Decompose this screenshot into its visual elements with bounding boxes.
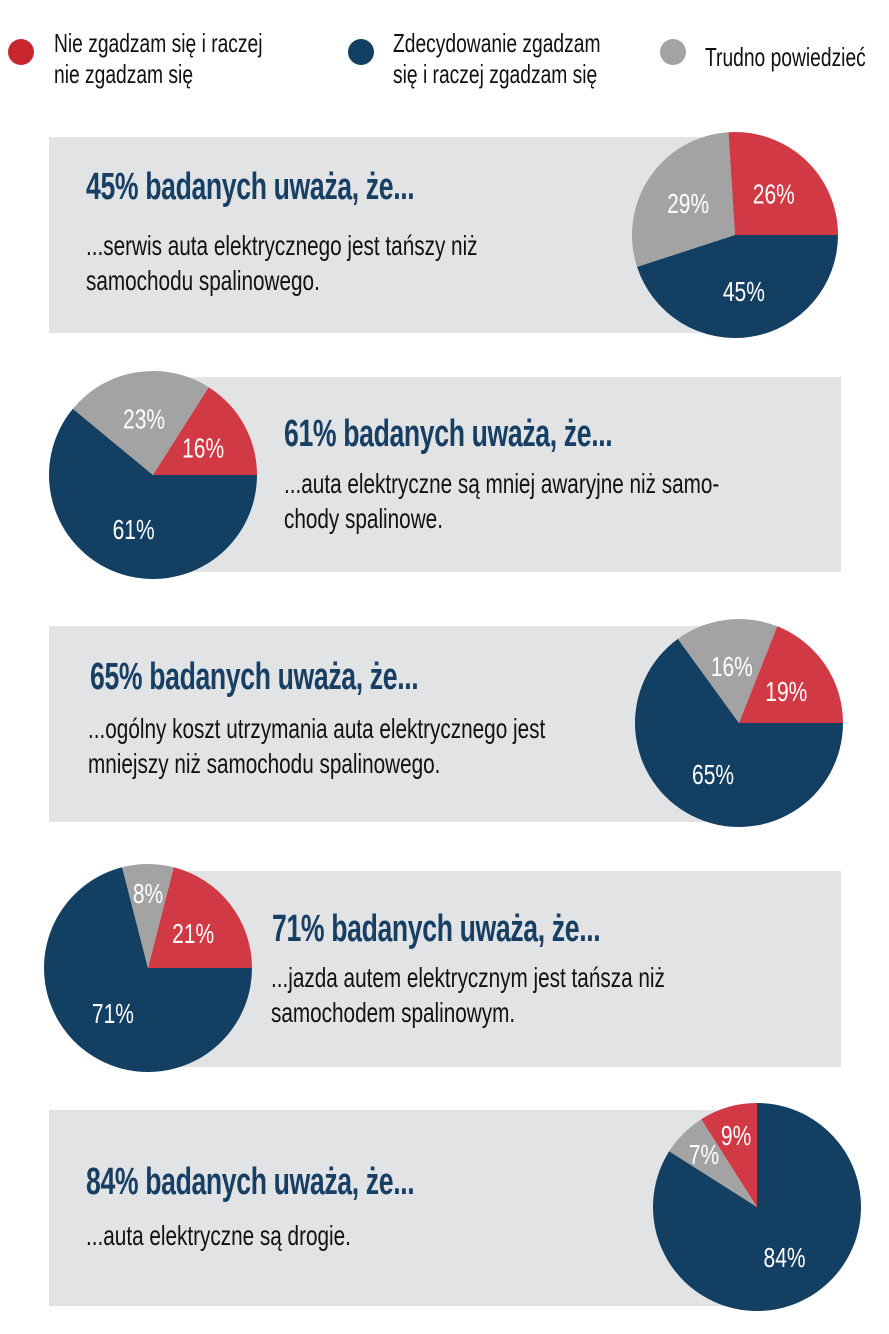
pie-4-label-disagree: 21% xyxy=(172,919,214,950)
panel-text-2: ...auta elektryczne są mniej awaryjne ni… xyxy=(284,466,719,536)
pie-4-label-agree: 71% xyxy=(92,999,134,1030)
pie-3-label-disagree: 19% xyxy=(765,677,807,708)
legend-label-unsure: Trudno powiedzieć xyxy=(705,42,866,73)
pie-1-slice-unsure xyxy=(631,132,735,267)
legend-dot-disagree xyxy=(8,39,34,65)
panel-text-3: ...ogólny koszt utrzymania auta elektryc… xyxy=(88,711,545,781)
legend-line: Nie zgadzam się i raczej xyxy=(54,28,263,58)
pie-3-slice-unsure xyxy=(677,619,778,723)
panel-text-1: ...serwis auta elektrycznego jest tańszy… xyxy=(86,228,478,298)
legend-line: się i raczej zgadzam się xyxy=(393,59,598,89)
pie-3-label-unsure: 16% xyxy=(711,652,753,683)
panel-box-3 xyxy=(49,626,749,822)
panel-line: ...auta elektryczne są mniej awaryjne ni… xyxy=(284,468,720,499)
panel-heading-3: 65% badanych uważa, że... xyxy=(90,656,419,698)
pie-3-label-agree: 65% xyxy=(692,760,734,791)
panel-line: chody spalinowe. xyxy=(284,503,443,534)
pie-1-slice-agree xyxy=(637,235,838,338)
legend-dot-unsure xyxy=(660,39,686,65)
pie-1-label-disagree: 26% xyxy=(753,180,795,211)
pie-1-label-agree: 45% xyxy=(723,277,765,308)
panel-line: samochodem spalinowym. xyxy=(271,997,516,1028)
panel-box-2 xyxy=(150,377,841,572)
legend-label-agree: Zdecydowanie zgadzam się i raczej zgadza… xyxy=(393,28,600,90)
legend-line: nie zgadzam się xyxy=(54,59,194,89)
pie-5-slice-disagree xyxy=(701,1103,757,1207)
pie-4-slice-agree xyxy=(44,867,252,1072)
panel-heading-1: 45% badanych uważa, że... xyxy=(86,166,415,208)
pie-1-slice-disagree xyxy=(728,132,838,235)
panel-line: ...ogólny koszt utrzymania auta elektryc… xyxy=(88,713,546,744)
pie-2-slice-unsure xyxy=(72,371,209,475)
pie-2-slice-disagree xyxy=(153,387,257,475)
legend-line: Trudno powiedzieć xyxy=(705,42,866,72)
legend-dot-agree xyxy=(348,39,374,65)
pie-4-slice-unsure xyxy=(122,864,174,968)
pie-5-label-agree: 84% xyxy=(764,1243,806,1274)
panel-line: mniejszy niż samochodu spalinowego. xyxy=(88,748,441,779)
pie-5-slice-unsure xyxy=(669,1119,757,1207)
pie-5-label-disagree: 9% xyxy=(721,1121,751,1152)
panel-line: ...serwis auta elektrycznego jest tańszy… xyxy=(86,230,478,261)
pie-2-label-unsure: 23% xyxy=(123,405,165,436)
pie-2-label-agree: 61% xyxy=(113,515,155,546)
panel-box-5 xyxy=(49,1110,769,1306)
panel-heading-4: 71% badanych uważa, że... xyxy=(272,908,601,950)
panel-text-5: ...auta elektryczne są drogie. xyxy=(86,1218,351,1253)
pie-1-label-unsure: 29% xyxy=(667,189,709,220)
panel-text-4: ...jazda autem elektrycznym jest tańsza … xyxy=(271,960,665,1030)
pie-3-slice-disagree xyxy=(739,626,843,723)
pie-5-label-unsure: 7% xyxy=(689,1140,719,1171)
pie-4-label-unsure: 8% xyxy=(133,879,163,910)
panel-heading-5: 84% badanych uważa, że... xyxy=(86,1161,415,1203)
panel-line: ...jazda autem elektrycznym jest tańsza … xyxy=(271,962,665,993)
legend-label-disagree: Nie zgadzam się i raczej nie zgadzam się xyxy=(54,28,263,90)
panel-box-4 xyxy=(150,871,841,1067)
legend-line: Zdecydowanie zgadzam xyxy=(393,28,601,58)
pie-4-slice-disagree xyxy=(148,867,253,968)
pie-3-slice-agree xyxy=(635,638,843,827)
panel-heading-2: 61% badanych uważa, że... xyxy=(284,413,613,455)
pie-2-slice-agree xyxy=(49,408,258,579)
pie-2-label-disagree: 16% xyxy=(182,434,224,465)
pie-5-slice-agree xyxy=(653,1103,862,1312)
panel-line: ...auta elektryczne są drogie. xyxy=(86,1220,351,1251)
panel-line: samochodu spalinowego. xyxy=(86,265,320,296)
